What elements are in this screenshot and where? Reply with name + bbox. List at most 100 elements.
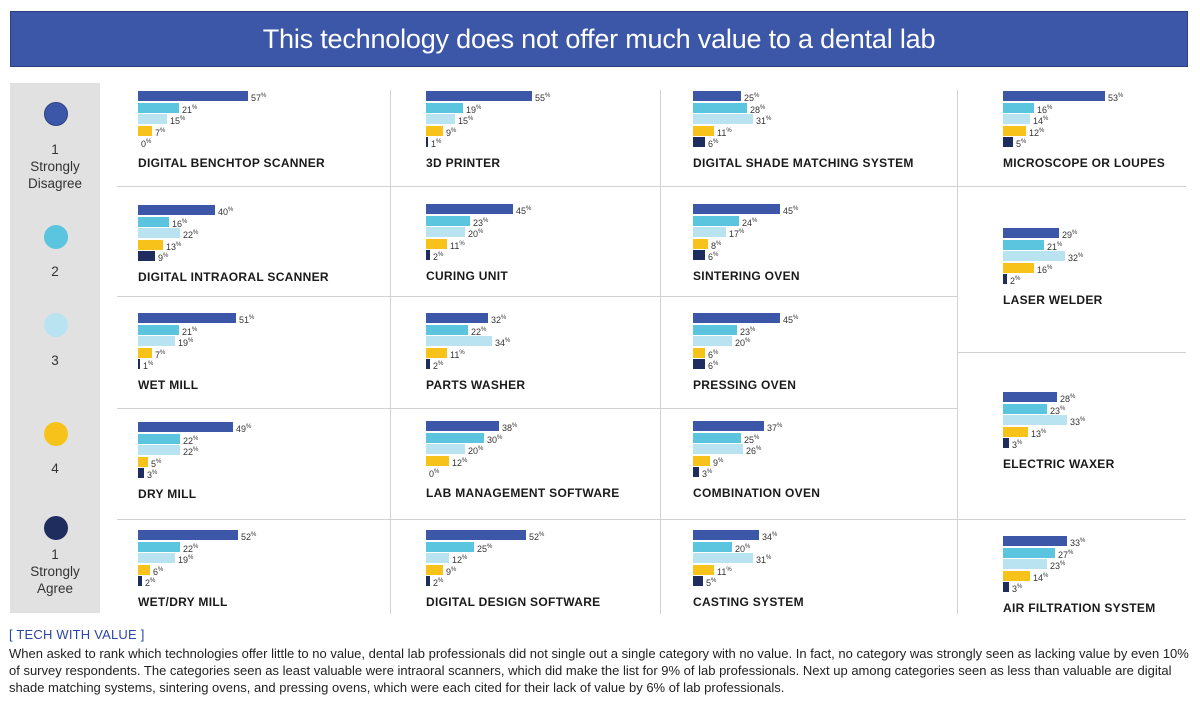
bar (1003, 251, 1065, 261)
data-label: 25% (744, 93, 760, 103)
data-label: 31% (756, 555, 772, 565)
bar (138, 251, 155, 261)
data-label: 6% (153, 566, 164, 577)
bar (693, 530, 759, 540)
category-label: COMBINATION OVEN (693, 485, 821, 500)
category-label: SINTERING OVEN (693, 268, 800, 283)
data-label: 45% (783, 206, 799, 216)
data-label: 19% (178, 338, 194, 348)
bar (138, 468, 144, 478)
bar (138, 456, 148, 467)
bar (138, 576, 142, 586)
data-label: 6% (708, 361, 719, 371)
legend-label-strongly-agree: 1 Strongly Agree (30, 547, 80, 596)
bar (1003, 262, 1034, 273)
data-label: 3% (1012, 440, 1023, 450)
category-label: DIGITAL BENCHTOP SCANNER (138, 155, 325, 170)
bar (1003, 228, 1059, 238)
bar (1003, 536, 1067, 546)
bar (693, 238, 708, 249)
data-label: 7% (155, 349, 166, 360)
legend: 1 Strongly Disagree 2 3 4 1 Strongly Agree (10, 83, 100, 613)
data-label: 45% (783, 315, 799, 325)
data-label: 9% (446, 127, 457, 138)
bar (1003, 426, 1028, 437)
data-label: 9% (158, 253, 169, 263)
data-label: 2% (145, 578, 156, 588)
legend-label-3: 3 (51, 353, 59, 368)
bar (693, 125, 714, 136)
bar (1003, 125, 1026, 136)
bar (138, 359, 140, 369)
data-label: 6% (708, 252, 719, 262)
bar (1003, 91, 1105, 101)
bar (138, 216, 169, 227)
bar (426, 102, 463, 113)
data-label: 15% (170, 116, 186, 126)
data-label: 31% (756, 116, 772, 126)
category-label: LASER WELDER (1003, 292, 1103, 307)
data-label: 2% (433, 578, 444, 588)
bar (426, 336, 492, 346)
data-label: 28% (1060, 394, 1076, 404)
bar (693, 564, 714, 575)
data-label: 2% (1010, 276, 1021, 286)
category-label: CURING UNIT (426, 268, 508, 283)
bar (426, 238, 447, 249)
bar (1003, 415, 1067, 425)
data-label: 3% (147, 470, 158, 480)
category-label: DRY MILL (138, 486, 197, 501)
bar (138, 91, 248, 101)
data-label: 0% (141, 139, 152, 149)
bar (426, 114, 455, 124)
data-label: 14% (1033, 572, 1049, 583)
bar (693, 444, 743, 454)
data-label: 55% (535, 93, 551, 103)
data-label: 19% (466, 104, 482, 115)
data-label: 53% (1108, 93, 1124, 103)
bar (693, 347, 705, 358)
data-label: 51% (239, 315, 255, 325)
data-label: 20% (735, 543, 751, 554)
data-label: 23% (1050, 405, 1066, 416)
bar (693, 114, 753, 124)
legend-dot-strongly-disagree (44, 102, 68, 126)
bar (693, 576, 703, 586)
bar (426, 541, 474, 552)
data-label: 11% (717, 127, 732, 138)
bar (693, 455, 710, 466)
bar (693, 359, 705, 369)
data-label: 22% (183, 230, 199, 240)
bar (138, 445, 180, 455)
data-label: 45% (516, 206, 532, 216)
category-label: WET/DRY MILL (138, 594, 228, 609)
data-label: 22% (183, 447, 199, 457)
bar (426, 455, 449, 466)
data-label: 52% (529, 532, 545, 542)
data-label: 7% (155, 127, 166, 138)
bar (426, 421, 499, 431)
category-label: DIGITAL DESIGN SOFTWARE (426, 594, 601, 609)
legend-dot-2 (44, 225, 68, 249)
data-label: 14% (1033, 116, 1049, 126)
bar (426, 215, 470, 226)
bar (693, 137, 705, 147)
bar (426, 204, 513, 214)
legend-dot-3 (44, 313, 68, 337)
bar (693, 204, 780, 214)
data-label: 57% (251, 93, 267, 103)
bar (693, 91, 741, 101)
data-label: 28% (750, 104, 766, 115)
bar (426, 359, 430, 369)
data-label: 32% (1068, 253, 1084, 263)
data-label: 8% (711, 240, 722, 251)
bar (1003, 582, 1009, 592)
note-heading: [ TECH WITH VALUE ] (9, 627, 145, 642)
data-label: 23% (1050, 561, 1066, 571)
bar (138, 564, 150, 575)
data-label: 29% (1062, 230, 1078, 240)
category-label: PARTS WASHER (426, 377, 526, 392)
note-body: When asked to rank which technologies of… (9, 646, 1189, 695)
bar (1003, 137, 1013, 147)
bar (1003, 114, 1030, 124)
